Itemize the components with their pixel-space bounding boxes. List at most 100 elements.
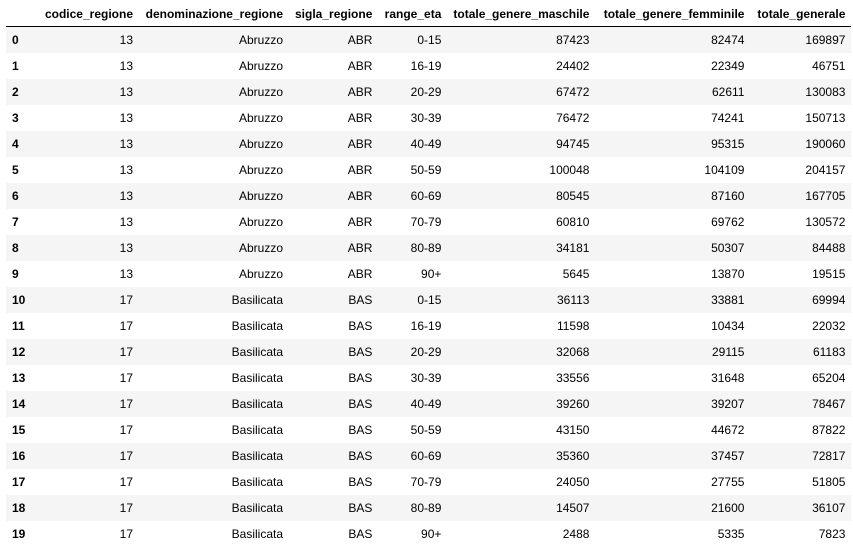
totale-generale-cell: 87822 bbox=[812, 423, 846, 437]
totale-genere-maschile-cell: 11598 bbox=[556, 319, 590, 333]
row-index: 16 bbox=[12, 449, 26, 463]
sigla-regione-cell: BAS bbox=[348, 397, 373, 411]
denominazione-regione-cell: Abruzzo bbox=[238, 33, 283, 47]
range-eta-cell: 80-89 bbox=[410, 241, 442, 255]
codice-regione-cell: 17 bbox=[119, 293, 133, 307]
codice-regione-cell: 17 bbox=[119, 397, 133, 411]
codice-regione-cell: 13 bbox=[119, 241, 133, 255]
row-index: 17 bbox=[12, 475, 26, 489]
row-index: 13 bbox=[12, 371, 26, 385]
sigla-regione-cell: ABR bbox=[347, 33, 373, 47]
denominazione-regione-cell: Abruzzo bbox=[238, 59, 283, 73]
range-eta-cell: 50-59 bbox=[410, 423, 442, 437]
denominazione-regione-cell: Basilicata bbox=[231, 501, 283, 515]
totale-genere-femminile-cell: 37457 bbox=[711, 449, 745, 463]
denominazione-regione-cell: Abruzzo bbox=[238, 163, 283, 177]
range-eta-cell: 40-49 bbox=[410, 397, 442, 411]
totale-generale-cell: 69994 bbox=[812, 293, 846, 307]
totale-genere-maschile-cell: 34181 bbox=[556, 241, 590, 255]
totale-genere-femminile-cell: 39207 bbox=[711, 397, 745, 411]
denominazione-regione-cell: Basilicata bbox=[231, 449, 283, 463]
sigla-regione-cell: BAS bbox=[348, 475, 373, 489]
table-row: 6 13 Abruzzo ABR 60-69 80545 87160 167705 bbox=[6, 183, 852, 209]
table-row: 2 13 Abruzzo ABR 20-29 67472 62611 130083 bbox=[6, 79, 852, 105]
dataframe-table: codice_regione denominazione_regione sig… bbox=[6, 2, 852, 547]
table-row: 9 13 Abruzzo ABR 90+ 5645 13870 19515 bbox=[6, 261, 852, 287]
totale-genere-maschile-cell: 35360 bbox=[556, 449, 590, 463]
denominazione-regione-cell: Basilicata bbox=[231, 319, 283, 333]
sigla-regione-cell: ABR bbox=[347, 137, 373, 151]
codice-regione-cell: 17 bbox=[119, 371, 133, 385]
sigla-regione-cell: BAS bbox=[348, 345, 373, 359]
codice-regione-cell: 17 bbox=[119, 449, 133, 463]
totale-generale-cell: 204157 bbox=[805, 163, 846, 177]
range-eta-cell: 40-49 bbox=[410, 137, 442, 151]
denominazione-regione-cell: Basilicata bbox=[231, 345, 283, 359]
totale-genere-maschile-cell: 87423 bbox=[556, 33, 590, 47]
column-header-totale-genere-maschile: totale_genere_maschile bbox=[447, 2, 596, 27]
totale-generale-cell: 84488 bbox=[812, 241, 846, 255]
sigla-regione-cell: BAS bbox=[348, 501, 373, 515]
totale-genere-femminile-cell: 82474 bbox=[711, 33, 745, 47]
row-index: 19 bbox=[12, 527, 26, 541]
range-eta-cell: 70-79 bbox=[410, 215, 442, 229]
row-index: 15 bbox=[12, 423, 26, 437]
totale-genere-femminile-cell: 69762 bbox=[711, 215, 745, 229]
denominazione-regione-cell: Abruzzo bbox=[238, 241, 283, 255]
sigla-regione-cell: BAS bbox=[348, 371, 373, 385]
range-eta-cell: 0-15 bbox=[417, 293, 442, 307]
table-row: 8 13 Abruzzo ABR 80-89 34181 50307 84488 bbox=[6, 235, 852, 261]
codice-regione-cell: 13 bbox=[119, 189, 133, 203]
table-row: 19 17 Basilicata BAS 90+ 2488 5335 7823 bbox=[6, 521, 852, 547]
table-row: 15 17 Basilicata BAS 50-59 43150 44672 87822 bbox=[6, 417, 852, 443]
row-index: 11 bbox=[12, 319, 25, 333]
totale-genere-femminile-cell: 22349 bbox=[711, 59, 745, 73]
denominazione-regione-cell: Basilicata bbox=[231, 371, 283, 385]
range-eta-cell: 20-29 bbox=[410, 345, 442, 359]
totale-genere-maschile-cell: 100048 bbox=[549, 163, 590, 177]
denominazione-regione-cell: Basilicata bbox=[231, 397, 283, 411]
row-index: 2 bbox=[12, 85, 19, 99]
row-index: 8 bbox=[12, 241, 19, 255]
range-eta-cell: 90+ bbox=[421, 527, 442, 541]
codice-regione-cell: 17 bbox=[119, 423, 133, 437]
denominazione-regione-cell: Abruzzo bbox=[238, 267, 283, 281]
totale-genere-femminile-cell: 62611 bbox=[711, 85, 745, 99]
column-header-totale-genere-femminile: totale_genere_femminile bbox=[595, 2, 751, 27]
totale-genere-maschile-cell: 80545 bbox=[556, 189, 590, 203]
totale-generale-cell: 7823 bbox=[818, 527, 846, 541]
column-header-range-eta: range_eta bbox=[378, 2, 448, 27]
table-row: 10 17 Basilicata BAS 0-15 36113 33881 69994 bbox=[6, 287, 852, 313]
table-row: 0 13 Abruzzo ABR 0-15 87423 82474 169897 bbox=[6, 26, 852, 53]
row-index: 0 bbox=[12, 33, 19, 47]
row-index: 6 bbox=[12, 189, 19, 203]
row-index: 5 bbox=[12, 163, 19, 177]
codice-regione-cell: 13 bbox=[119, 59, 133, 73]
range-eta-cell: 30-39 bbox=[410, 111, 442, 125]
header-row: codice_regione denominazione_regione sig… bbox=[6, 2, 852, 27]
table-row: 12 17 Basilicata BAS 20-29 32068 29115 61183 bbox=[6, 339, 852, 365]
table-row: 13 17 Basilicata BAS 30-39 33556 31648 65204 bbox=[6, 365, 852, 391]
denominazione-regione-cell: Abruzzo bbox=[238, 137, 283, 151]
range-eta-cell: 50-59 bbox=[410, 163, 442, 177]
row-index: 18 bbox=[12, 501, 26, 515]
table-row: 1 13 Abruzzo ABR 16-19 24402 22349 46751 bbox=[6, 53, 852, 79]
totale-genere-maschile-cell: 32068 bbox=[556, 345, 590, 359]
totale-generale-cell: 78467 bbox=[812, 397, 846, 411]
table-row: 5 13 Abruzzo ABR 50-59 100048 104109 204157 bbox=[6, 157, 852, 183]
sigla-regione-cell: ABR bbox=[347, 59, 373, 73]
sigla-regione-cell: BAS bbox=[348, 293, 373, 307]
codice-regione-cell: 17 bbox=[119, 501, 133, 515]
table-row: 11 17 Basilicata BAS 16-19 11598 10434 22032 bbox=[6, 313, 852, 339]
totale-generale-cell: 51805 bbox=[812, 475, 846, 489]
totale-generale-cell: 130083 bbox=[805, 85, 846, 99]
column-header-codice-regione: codice_regione bbox=[32, 2, 139, 27]
row-index: 10 bbox=[12, 293, 26, 307]
totale-genere-maschile-cell: 2488 bbox=[562, 527, 590, 541]
totale-genere-femminile-cell: 104109 bbox=[704, 163, 745, 177]
row-index: 4 bbox=[12, 137, 19, 151]
totale-genere-maschile-cell: 24050 bbox=[556, 475, 590, 489]
row-index: 9 bbox=[12, 267, 19, 281]
table-row: 17 17 Basilicata BAS 70-79 24050 27755 51805 bbox=[6, 469, 852, 495]
index-header bbox=[6, 2, 32, 27]
